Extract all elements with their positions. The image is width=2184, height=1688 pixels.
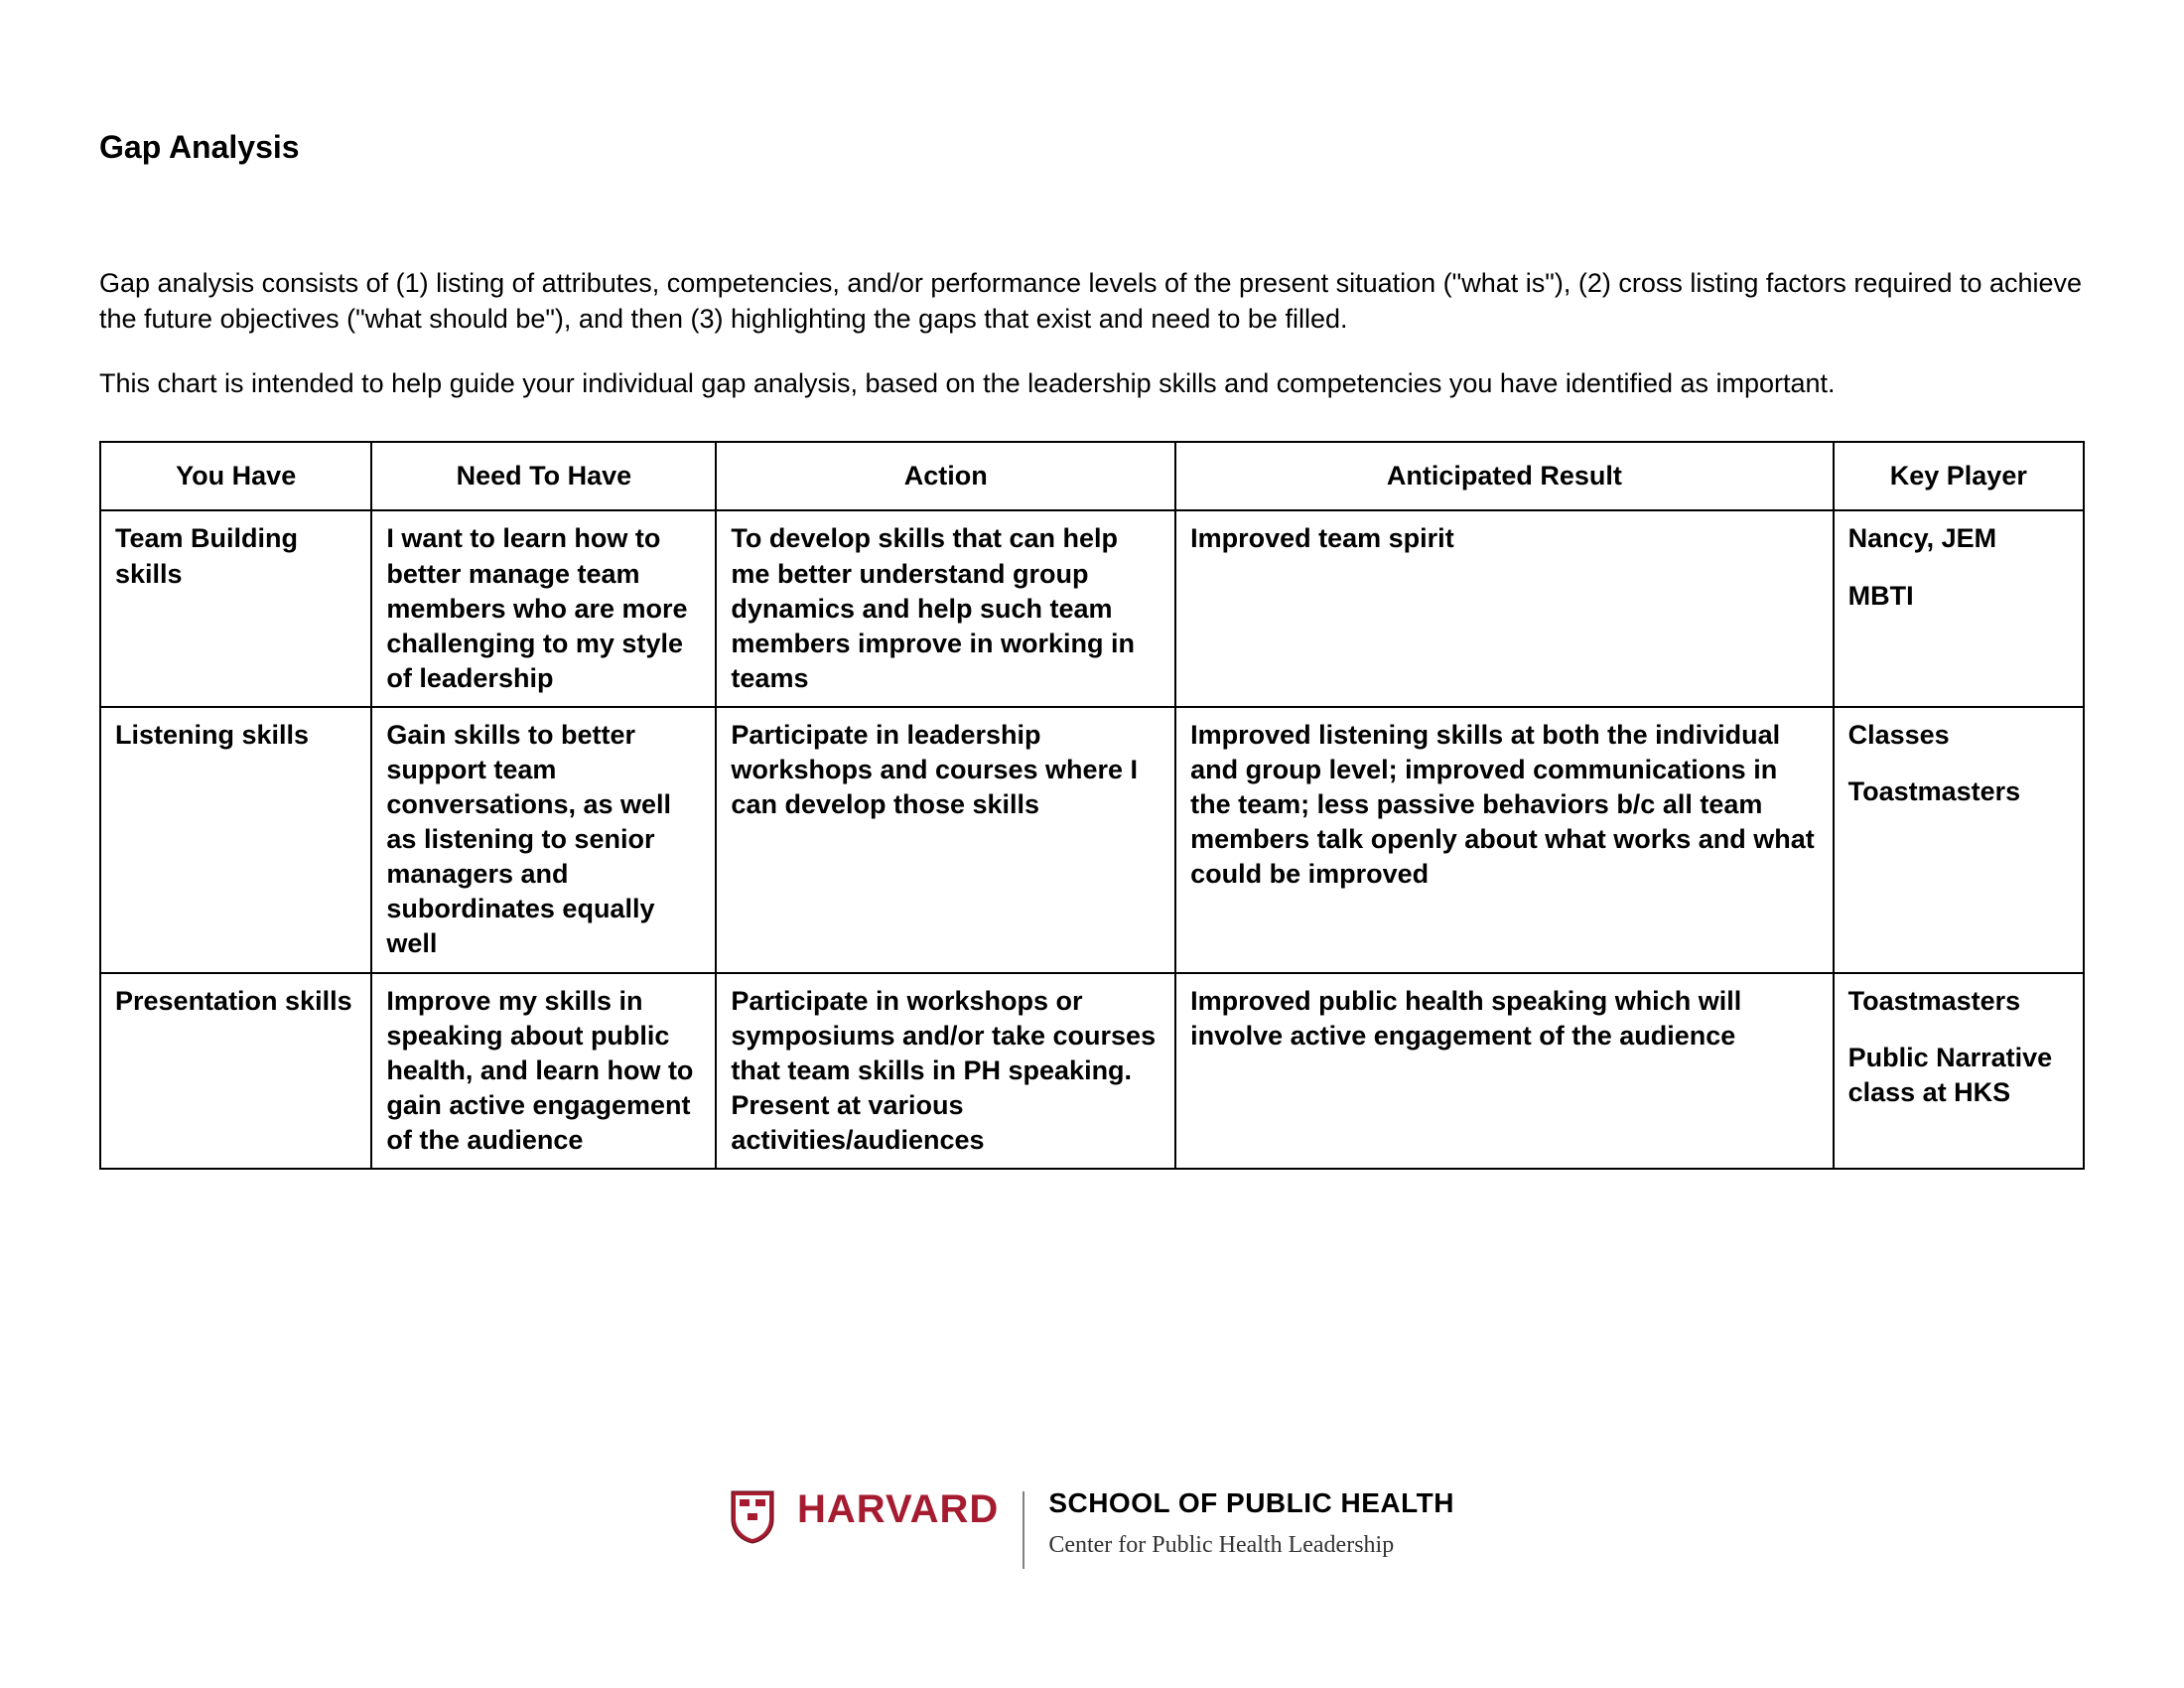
table-row: Team Building skills I want to learn how…: [100, 510, 2084, 706]
cell-key-player: Classes Toastmasters: [1834, 707, 2084, 973]
table-header-row: You Have Need To Have Action Anticipated…: [100, 442, 2084, 510]
school-name: SCHOOL OF PUBLIC HEALTH: [1048, 1489, 1454, 1517]
cell-you-have: Listening skills: [100, 707, 371, 973]
intro-paragraph-1: Gap analysis consists of (1) listing of …: [99, 265, 2085, 338]
cell-you-have: Team Building skills: [100, 510, 371, 706]
gap-analysis-table: You Have Need To Have Action Anticipated…: [99, 441, 2085, 1170]
key-player-line: Classes: [1848, 718, 2069, 753]
center-name: Center for Public Health Leadership: [1048, 1533, 1454, 1557]
table-row: Listening skills Gain skills to better s…: [100, 707, 2084, 973]
cell-action: To develop skills that can help me bette…: [716, 510, 1175, 706]
intro-paragraph-2: This chart is intended to help guide you…: [99, 365, 2085, 401]
cell-action: Participate in workshops or symposiums a…: [716, 973, 1175, 1169]
key-player-line: Nancy, JEM: [1848, 521, 2069, 556]
table-row: Presentation skills Improve my skills in…: [100, 973, 2084, 1169]
page-title: Gap Analysis: [99, 129, 2085, 166]
cell-you-have: Presentation skills: [100, 973, 371, 1169]
cell-need-to-have: Gain skills to better support team conve…: [371, 707, 716, 973]
harvard-wordmark: HARVARD: [797, 1489, 999, 1529]
cell-need-to-have: Improve my skills in speaking about publ…: [371, 973, 716, 1169]
col-header-result: Anticipated Result: [1175, 442, 1834, 510]
logo-text-block: HARVARD SCHOOL OF PUBLIC HEALTH Center f…: [797, 1489, 1454, 1569]
key-player-line: Toastmasters: [1848, 774, 2069, 809]
col-header-key-player: Key Player: [1834, 442, 2084, 510]
cell-need-to-have: I want to learn how to better manage tea…: [371, 510, 716, 706]
col-header-need-to-have: Need To Have: [371, 442, 716, 510]
key-player-line: Toastmasters: [1848, 984, 2069, 1019]
school-block: SCHOOL OF PUBLIC HEALTH Center for Publi…: [1048, 1489, 1454, 1557]
cell-key-player: Toastmasters Public Narrative class at H…: [1834, 973, 2084, 1169]
col-header-you-have: You Have: [100, 442, 371, 510]
cell-action: Participate in leadership workshops and …: [716, 707, 1175, 973]
key-player-line: MBTI: [1848, 579, 2069, 614]
footer-logo: HARVARD SCHOOL OF PUBLIC HEALTH Center f…: [0, 1489, 2184, 1569]
cell-key-player: Nancy, JEM MBTI: [1834, 510, 2084, 706]
cell-result: Improved team spirit: [1175, 510, 1834, 706]
harvard-shield-icon: [730, 1489, 775, 1545]
logo-divider: [1023, 1491, 1024, 1569]
cell-result: Improved public health speaking which wi…: [1175, 973, 1834, 1169]
key-player-line: Public Narrative class at HKS: [1848, 1041, 2069, 1110]
cell-result: Improved listening skills at both the in…: [1175, 707, 1834, 973]
col-header-action: Action: [716, 442, 1175, 510]
